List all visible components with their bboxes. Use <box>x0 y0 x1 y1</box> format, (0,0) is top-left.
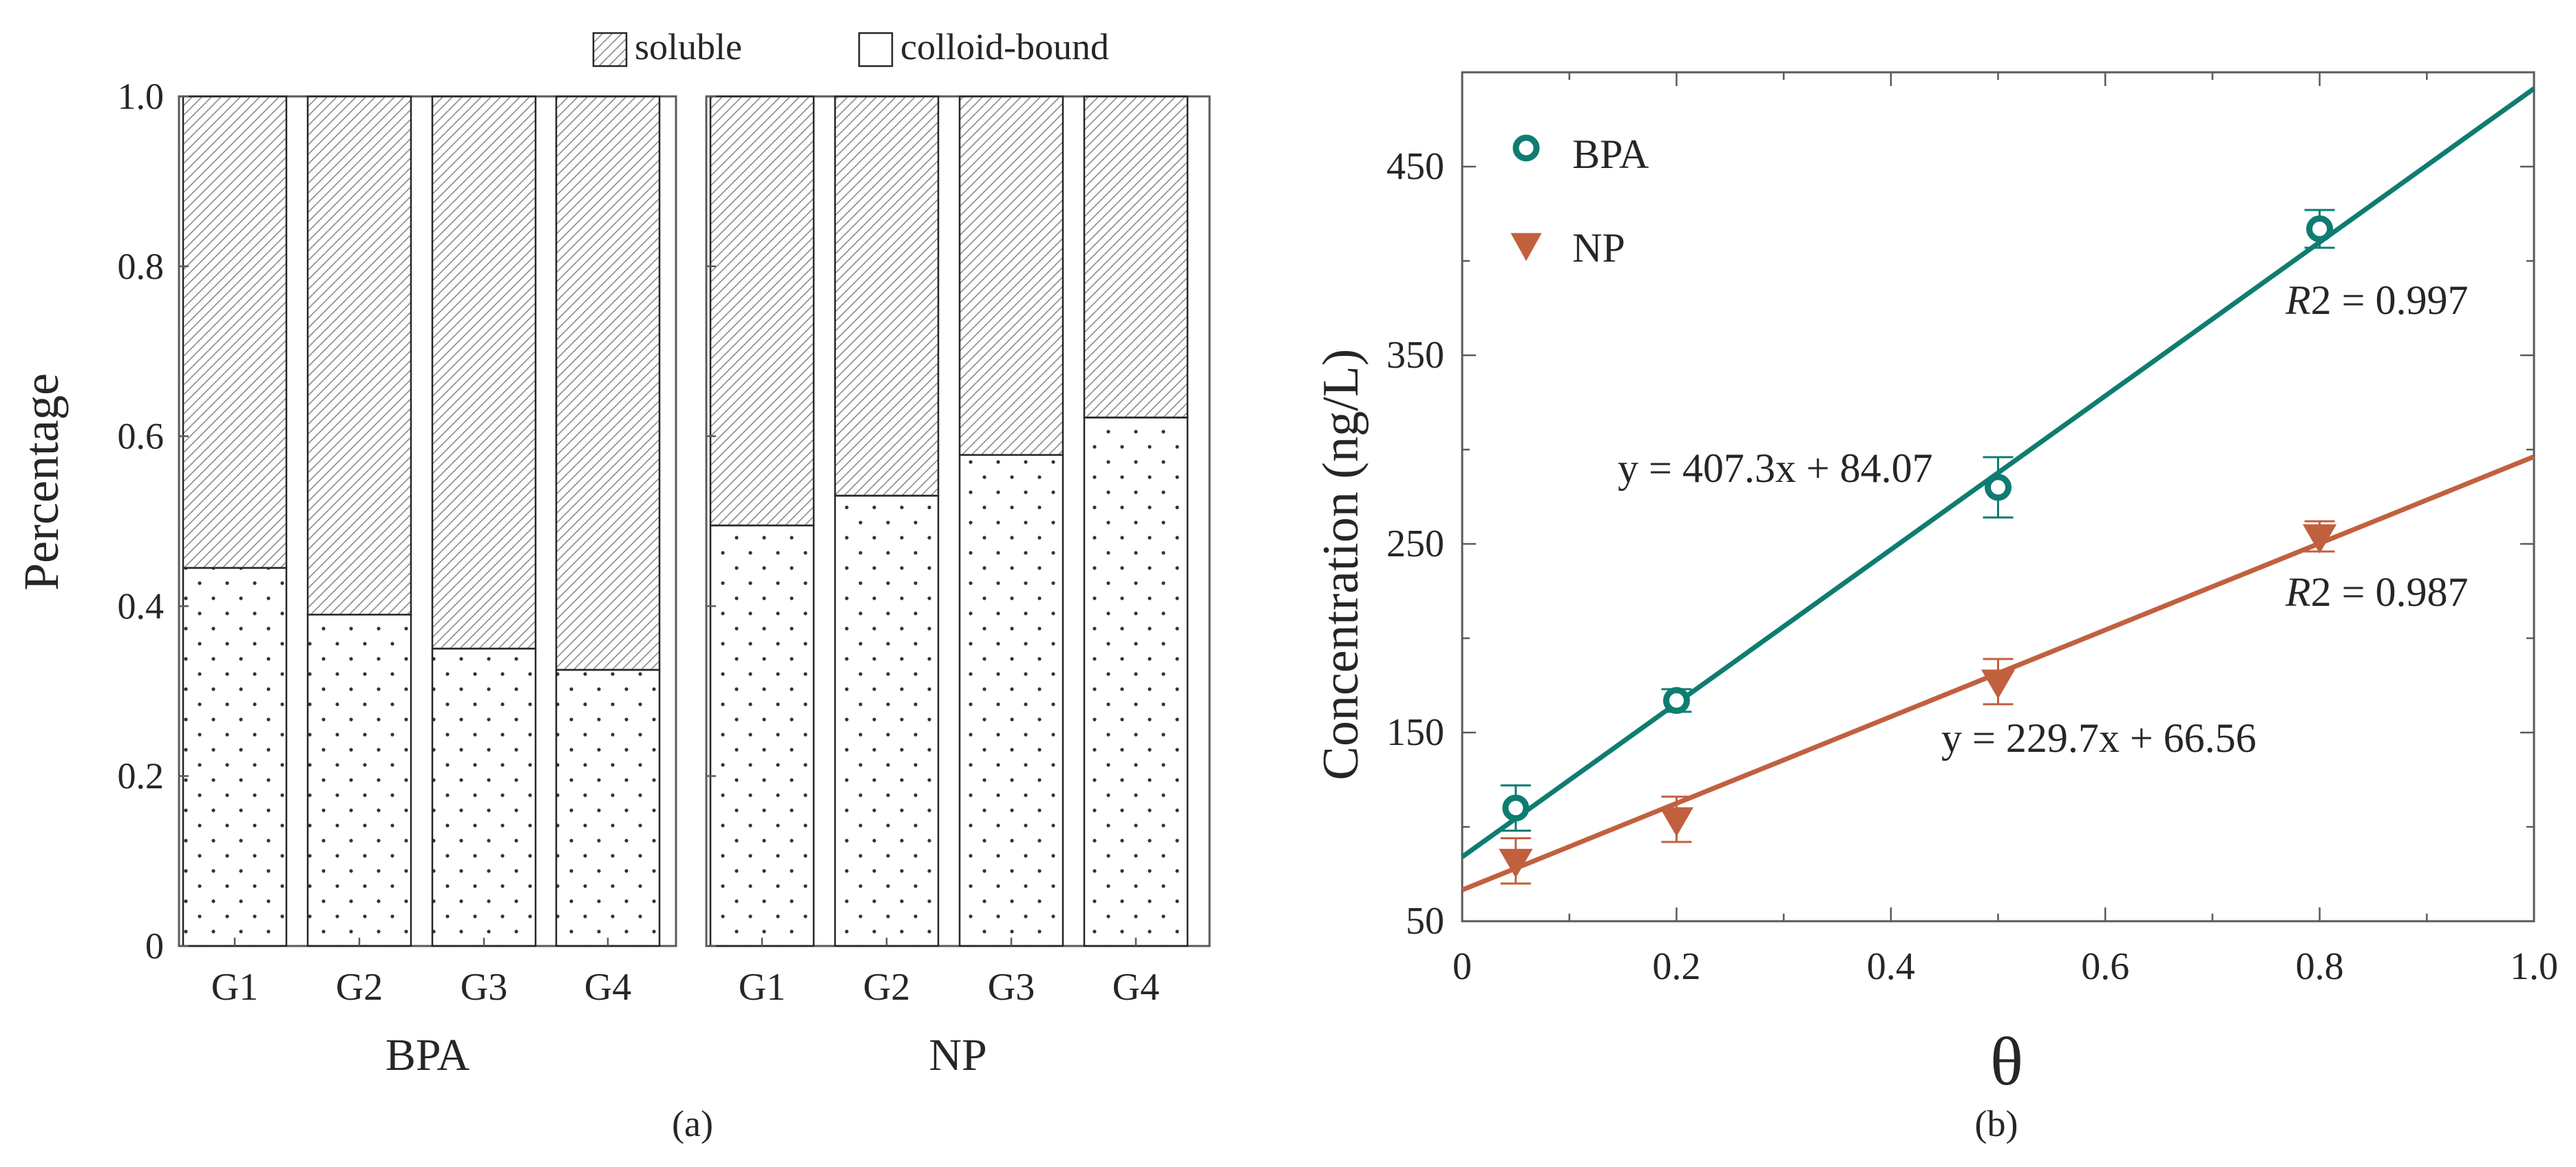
xtick-label-b: 0.6 <box>2081 945 2129 988</box>
legend-a: soluble colloid-bound <box>592 26 1109 67</box>
panel-label-b: (b) <box>1975 1103 2018 1144</box>
ytick-label-a: 0.8 <box>118 246 165 287</box>
xtick-label-b: 0 <box>1453 945 1472 988</box>
bar-soluble-bpa-g3 <box>431 95 537 650</box>
ytick-label-b: 250 <box>1386 523 1444 565</box>
panel-label-a: (a) <box>672 1103 713 1144</box>
xlabel-b: θ <box>1990 1023 2023 1100</box>
legend-swatch-soluble <box>592 32 628 67</box>
xtick-label-a: G4 <box>1112 966 1159 1009</box>
ylabel-a: Percentage <box>14 373 69 591</box>
bar-soluble-np-g3 <box>958 95 1064 456</box>
data-point-bpa <box>1985 474 2012 501</box>
ytick-label-a: 1.0 <box>118 76 165 117</box>
data-point-bpa <box>2306 215 2334 242</box>
xtick-label-a: G1 <box>739 966 785 1009</box>
legend-label-bpa: BPA <box>1572 132 1649 177</box>
bar-colloid-bound-bpa-g3 <box>431 647 537 947</box>
ytick-label-a: 0.4 <box>118 585 165 627</box>
bar-soluble-bpa-g2 <box>306 95 412 616</box>
r2-bpa-value: 2 = 0.997 <box>2311 277 2469 323</box>
plot-area-a: G1 G2 G3 G4 BPA 0 0.2 0.4 0.6 0.8 1.0 G1 G2 G3 G4 NP <box>118 76 1211 1080</box>
bar-colloid-bound-np-g4 <box>1083 417 1189 947</box>
data-point-np <box>1981 669 2016 700</box>
data-point-bpa <box>1662 686 1690 714</box>
r2-bpa: R2 = 0.997 <box>2285 277 2469 323</box>
r2-np-symbol: R <box>2285 569 2311 615</box>
bar-soluble-np-g1 <box>709 95 815 527</box>
ytick-label-a: 0 <box>145 925 164 967</box>
bar-colloid-bound-np-g3 <box>958 454 1064 947</box>
legend-label-np: NP <box>1572 225 1625 271</box>
bar-soluble-np-g2 <box>834 95 940 497</box>
xtick-label-b: 0.8 <box>2296 945 2344 988</box>
ytick-label-b: 450 <box>1386 145 1444 188</box>
legend-label-colloid-bound: colloid-bound <box>900 26 1109 67</box>
ytick-label-a: 0.2 <box>118 755 165 797</box>
bar-colloid-bound-np-g2 <box>834 494 940 947</box>
xtick-label-b: 1.0 <box>2510 945 2558 988</box>
r2-bpa-symbol: R <box>2285 277 2311 323</box>
data-point-np <box>1499 848 1533 879</box>
panel-b: Concentration (ng/L) θ 0 0.2 0.4 0.6 0.8 1.0 5… <box>1313 71 2558 1144</box>
data-point-np <box>2302 524 2337 554</box>
xtick-label-a: G4 <box>584 966 631 1009</box>
xtick-label-a: G2 <box>336 966 383 1009</box>
plot-area-b: 0 0.2 0.4 0.6 0.8 1.0 50 150 250 350 450 <box>1386 71 2558 988</box>
xtick-label-a: G2 <box>863 966 910 1009</box>
xtick-label-b: 0.4 <box>1867 945 1915 988</box>
bar-colloid-bound-bpa-g1 <box>182 567 288 947</box>
r2-np-value: 2 = 0.987 <box>2311 569 2469 615</box>
bar-colloid-bound-bpa-g4 <box>555 669 661 947</box>
ylabel-b: Concentration (ng/L) <box>1313 349 1369 781</box>
data-point-bpa <box>1502 795 1530 822</box>
legend-swatch-colloid-bound <box>858 32 894 67</box>
bar-soluble-np-g4 <box>1083 95 1189 419</box>
legend-marker-np <box>1510 233 1542 262</box>
equation-bpa: y = 407.3x + 84.07 <box>1618 445 1933 491</box>
xtick-label-a: G3 <box>461 966 507 1009</box>
bar-soluble-bpa-g1 <box>182 95 288 569</box>
group-label-bpa: BPA <box>386 1030 470 1080</box>
data-point-np <box>1659 807 1694 837</box>
legend-marker-bpa <box>1512 134 1540 162</box>
bar-colloid-bound-bpa-g2 <box>306 613 412 947</box>
ytick-label-b: 350 <box>1386 334 1444 377</box>
legend-b: BPA NP <box>1510 132 1649 271</box>
xtick-label-a: G3 <box>988 966 1035 1009</box>
ytick-label-a: 0.6 <box>118 416 165 457</box>
group-label-np: NP <box>929 1030 986 1080</box>
r2-np: R2 = 0.987 <box>2285 569 2469 615</box>
xtick-label-a: G1 <box>211 966 258 1009</box>
bar-colloid-bound-np-g1 <box>709 524 815 947</box>
ytick-label-b: 50 <box>1406 900 1444 943</box>
panel-a: soluble colloid-bound Percentage G1 G2 G3 G… <box>14 26 1211 1144</box>
xtick-label-b: 0.2 <box>1652 945 1700 988</box>
bar-soluble-bpa-g4 <box>555 95 661 671</box>
legend-label-soluble: soluble <box>635 26 742 67</box>
ytick-label-b: 150 <box>1386 711 1444 754</box>
equation-np: y = 229.7x + 66.56 <box>1941 715 2257 761</box>
